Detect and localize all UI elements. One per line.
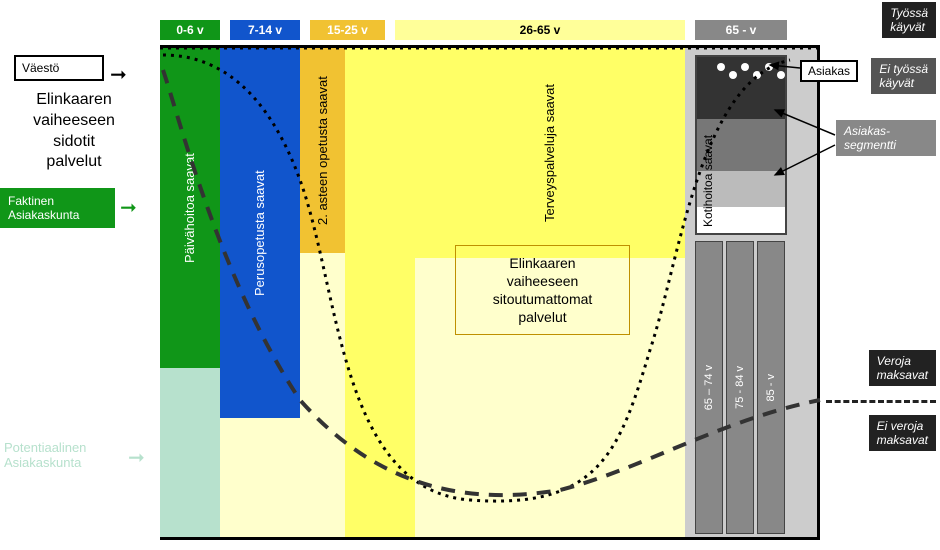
age-header: 65 - v (695, 20, 787, 40)
column-bg (345, 48, 415, 537)
center-line2: vaiheeseen (456, 272, 629, 290)
elder-segment-label: 65 – 74 v (703, 365, 715, 410)
elder-dot (729, 71, 737, 79)
elder-segment: 85 - v (757, 241, 785, 534)
elder-box-label: Kotihoitoa saavat (701, 67, 715, 227)
elder-dot (753, 71, 761, 79)
column-label: Terveyspalveluja saavat (542, 58, 557, 248)
elder-dot (717, 63, 725, 71)
label-vaesto: Väestö (14, 55, 104, 81)
elder-segment-label: 75 - 84 v (734, 366, 746, 409)
label-veroja: Veroja maksavat (869, 350, 936, 386)
elder-dot (777, 71, 785, 79)
label-tyossa: Työssä käyvät (882, 2, 936, 38)
label-elinkaaren: Elinkaaren vaiheeseen sidotit palvelut (14, 90, 134, 173)
label-segmentti: Asiakas- segmentti (836, 120, 936, 156)
vaesto-text: Väestö (22, 61, 59, 75)
arrow-vaesto: ➞ (110, 62, 127, 87)
label-faktinen: Faktinen Asiakaskunta (0, 188, 115, 228)
elder-segment: 65 – 74 v (695, 241, 723, 534)
age-header: 26-65 v (395, 20, 685, 40)
arrow-faktinen: ➞ (120, 195, 137, 220)
dashed-separator (826, 400, 936, 403)
label-ei-veroja: Ei veroja maksavat (869, 415, 936, 451)
column-label: Päivähoitoa saavat (182, 58, 197, 358)
center-line1: Elinkaaren (456, 254, 629, 272)
elder-box: Kotihoitoa saavat (695, 55, 787, 235)
age-header: 7-14 v (230, 20, 300, 40)
label-potentiaalinen: Potentiaalinen Asiakaskunta (4, 440, 134, 470)
center-line4: palvelut (456, 308, 629, 326)
arrow-potentiaalinen: ➞ (128, 445, 145, 470)
column-label: Perusopetusta saavat (252, 58, 267, 408)
age-header: 0-6 v (160, 20, 220, 40)
label-ei-tyossa: Ei työssä käyvät (871, 58, 936, 94)
elder-dot (765, 63, 773, 71)
elder-segment-label: 85 - v (765, 374, 777, 402)
age-header: 15-25 v (310, 20, 385, 40)
column-label: 2. asteen opetusta saavat (315, 58, 330, 243)
center-line3: sitoutumattomat (456, 290, 629, 308)
center-text-box: Elinkaaren vaiheeseen sitoutumattomat pa… (455, 245, 630, 335)
elder-dot (741, 63, 749, 71)
elder-segment: 75 - 84 v (726, 241, 754, 534)
label-asiakas: Asiakas (800, 60, 858, 82)
